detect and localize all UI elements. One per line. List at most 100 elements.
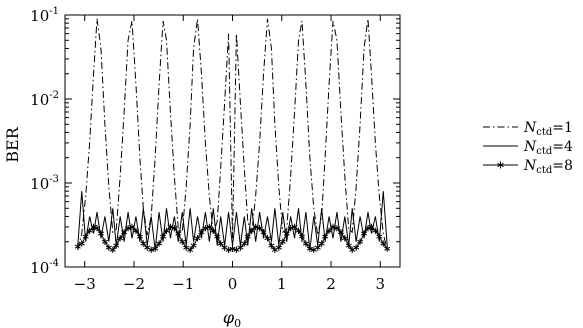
data-point bbox=[163, 227, 170, 234]
data-point bbox=[125, 224, 132, 232]
data-point bbox=[291, 223, 298, 231]
data-point bbox=[86, 227, 93, 234]
data-point bbox=[345, 242, 352, 249]
legend-item: Nctd=1 bbox=[483, 120, 573, 138]
data-point bbox=[244, 233, 251, 240]
x-tick-label: 2 bbox=[326, 275, 336, 293]
data-point bbox=[171, 224, 178, 232]
x-tick-label: 0 bbox=[228, 275, 238, 293]
data-point bbox=[298, 233, 305, 240]
data-point bbox=[287, 224, 294, 232]
x-axis: −3 −2 −1 0 1 2 3 bbox=[74, 15, 385, 293]
data-point bbox=[82, 233, 89, 240]
data-point bbox=[229, 245, 236, 252]
data-point bbox=[364, 224, 371, 232]
data-point bbox=[264, 235, 271, 242]
data-point bbox=[376, 233, 383, 240]
data-point bbox=[206, 223, 213, 231]
data-point bbox=[202, 224, 209, 232]
data-point bbox=[210, 227, 217, 234]
data-point bbox=[237, 244, 244, 251]
data-point bbox=[322, 233, 329, 240]
data-point bbox=[90, 223, 97, 231]
data-point bbox=[136, 233, 143, 240]
data-point bbox=[314, 244, 321, 251]
y-tick-label: 10-2 bbox=[30, 90, 59, 109]
data-point bbox=[368, 223, 375, 231]
data-point bbox=[252, 223, 259, 231]
data-point bbox=[187, 246, 194, 254]
data-point bbox=[337, 228, 344, 236]
data-point bbox=[341, 235, 348, 242]
legend-item: Nctd=4 bbox=[483, 139, 573, 157]
x-tick-label: 1 bbox=[277, 275, 287, 293]
data-point bbox=[283, 230, 290, 237]
data-point bbox=[268, 242, 275, 249]
x-tick-label: −3 bbox=[74, 275, 96, 293]
data-point bbox=[333, 224, 340, 232]
data-point bbox=[179, 238, 186, 245]
data-point bbox=[306, 245, 313, 252]
data-point bbox=[372, 227, 379, 234]
data-point bbox=[384, 245, 391, 252]
data-point bbox=[156, 240, 163, 247]
data-point bbox=[302, 240, 309, 247]
x-tick-label: −1 bbox=[172, 275, 194, 293]
y-axis: 10-4 10-3 10-2 10-1 bbox=[30, 6, 400, 277]
data-point bbox=[140, 240, 147, 247]
data-point bbox=[117, 235, 124, 242]
legend-marker bbox=[497, 161, 504, 169]
x-tick-label: 3 bbox=[376, 275, 386, 293]
data-point bbox=[101, 238, 108, 245]
data-point bbox=[128, 223, 136, 231]
series-3 bbox=[74, 223, 391, 254]
data-point bbox=[217, 240, 224, 247]
legend-label: Nctd=4 bbox=[523, 139, 573, 157]
data-point bbox=[121, 228, 128, 236]
legend-label: Nctd=1 bbox=[523, 120, 573, 138]
y-tick-label: 10-4 bbox=[30, 258, 59, 277]
data-point bbox=[279, 238, 286, 245]
data-point bbox=[109, 246, 116, 254]
data-point bbox=[361, 230, 368, 237]
data-point bbox=[329, 223, 337, 231]
legend-label: Nctd=8 bbox=[523, 158, 573, 176]
data-point bbox=[148, 246, 155, 254]
data-point bbox=[78, 240, 85, 247]
data-point bbox=[225, 246, 232, 254]
x-tick-label: −2 bbox=[123, 275, 145, 293]
data-point bbox=[275, 244, 282, 251]
data-point bbox=[190, 242, 197, 249]
data-point bbox=[132, 227, 139, 234]
data-point bbox=[175, 230, 182, 237]
data-point bbox=[152, 245, 159, 252]
data-point bbox=[97, 230, 104, 237]
data-point bbox=[380, 240, 387, 247]
data-point bbox=[94, 224, 101, 232]
series-1 bbox=[77, 18, 388, 250]
data-point bbox=[357, 238, 364, 245]
data-point bbox=[241, 240, 248, 247]
data-point bbox=[256, 224, 263, 232]
data-point bbox=[74, 243, 81, 250]
x-axis-label: φ0 bbox=[223, 308, 241, 328]
data-point bbox=[260, 228, 267, 236]
legend-item: Nctd=8 bbox=[483, 158, 573, 176]
data-point bbox=[295, 227, 302, 234]
data-point bbox=[198, 228, 205, 236]
data-point bbox=[318, 240, 325, 247]
data-point bbox=[326, 227, 333, 234]
series-line bbox=[77, 18, 388, 250]
data-point bbox=[160, 233, 167, 240]
data-point bbox=[113, 242, 120, 249]
y-axis-label: BER bbox=[3, 126, 22, 162]
plot-area bbox=[64, 14, 401, 268]
data-point bbox=[167, 223, 174, 231]
y-tick-label: 10-1 bbox=[30, 6, 59, 25]
data-point bbox=[214, 233, 221, 240]
data-point bbox=[194, 235, 201, 242]
data-point bbox=[248, 227, 255, 234]
y-tick-label: 10-3 bbox=[30, 174, 59, 193]
